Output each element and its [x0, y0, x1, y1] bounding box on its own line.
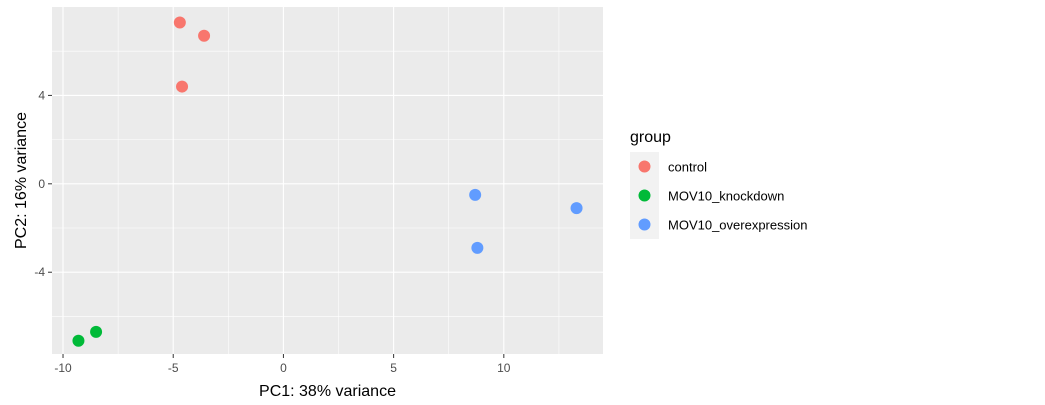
point-control: [198, 29, 211, 42]
legend-title: group: [630, 129, 671, 146]
y-tick-label: -4: [34, 265, 45, 279]
x-tick-label: 0: [280, 361, 287, 375]
legend-swatch-mov10-overexpression: [638, 218, 651, 231]
x-tick-label: 5: [390, 361, 397, 375]
point-mov10-overexpression: [469, 188, 482, 201]
point-mov10-overexpression: [471, 241, 484, 254]
x-axis-title: PC1: 38% variance: [259, 383, 396, 400]
y-axis-title: PC2: 16% variance: [13, 112, 30, 249]
point-control: [173, 16, 186, 29]
legend-label-control: control: [668, 160, 707, 175]
x-tick-label: -10: [54, 361, 72, 375]
legend-label-mov10-overexpression: MOV10_overexpression: [668, 218, 807, 233]
minor-gridlines: [52, 7, 603, 354]
point-control: [176, 80, 189, 93]
data-points: [72, 16, 583, 347]
y-tick-label: 0: [38, 177, 45, 191]
y-tick-labels: -4 0 4: [34, 88, 45, 279]
legend-label-mov10-knockdown: MOV10_knockdown: [668, 189, 784, 204]
legend-entries: control MOV10_knockdown MOV10_overexpressi…: [630, 152, 807, 239]
major-gridlines: [52, 7, 603, 354]
x-tick-label: -5: [168, 361, 179, 375]
plot-panel: [52, 7, 603, 354]
x-tick-label: 10: [497, 361, 511, 375]
axis-ticks: [48, 94, 505, 358]
point-mov10-overexpression: [570, 202, 583, 215]
y-tick-label: 4: [38, 88, 45, 102]
legend-swatch-mov10-knockdown: [638, 189, 651, 202]
x-tick-labels: -10 -5 0 5 10: [54, 361, 510, 375]
legend-swatch-control: [638, 160, 651, 173]
point-mov10-knockdown: [90, 325, 103, 338]
legend: group control MOV10_knockdown MOV10_overex…: [630, 129, 807, 239]
point-mov10-knockdown: [72, 334, 85, 347]
